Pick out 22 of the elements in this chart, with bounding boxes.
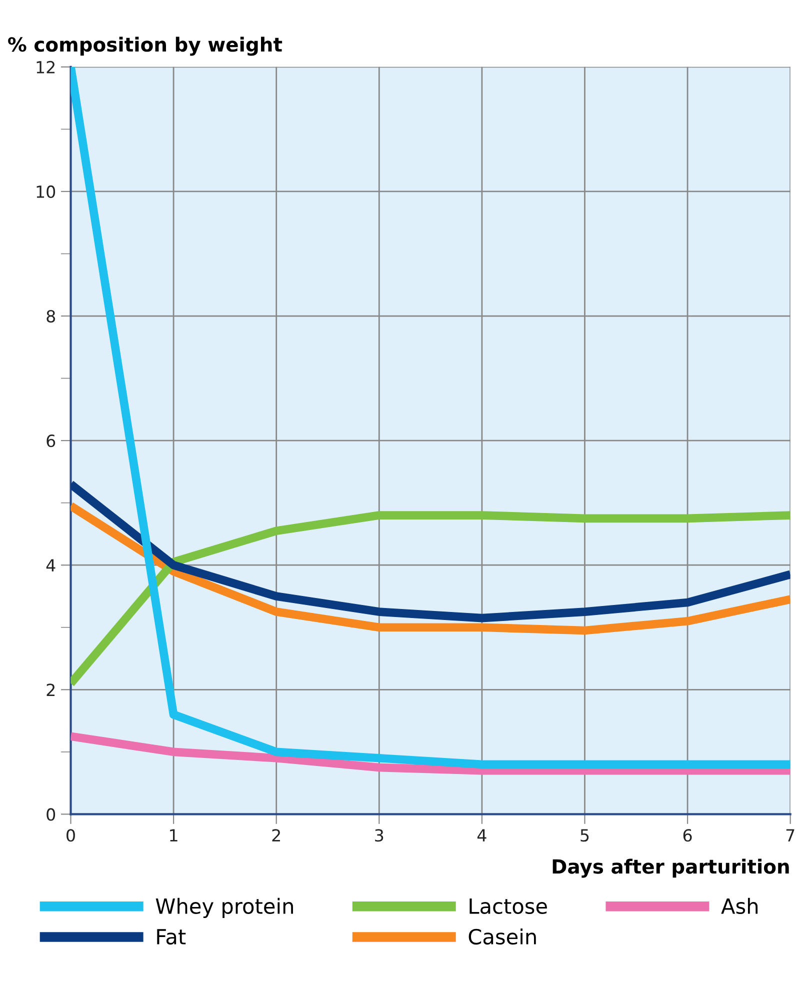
x-tick-label: 6 (683, 829, 692, 842)
y-tick-label: 4 (46, 559, 56, 572)
y-tick-label: 12 (36, 60, 54, 74)
y-tick-label: 8 (46, 310, 56, 323)
x-tick-label: 1 (170, 829, 178, 842)
y-tick-label: 2 (46, 684, 54, 696)
x-tick-label: 7 (786, 829, 794, 842)
x-tick-label: 5 (580, 829, 589, 842)
y-tick-label: 6 (46, 434, 56, 448)
x-axis-title: Days after parturition (552, 858, 789, 878)
x-tick-label: 0 (66, 829, 75, 842)
y-tick-label: 0 (46, 808, 56, 821)
legend-label: Lactose (470, 898, 547, 914)
x-tick-label: 4 (477, 829, 486, 842)
legend-label: Fat (157, 929, 186, 945)
legend-label: Whey protein (156, 898, 293, 918)
legend-label: Casein (468, 928, 536, 945)
y-axis-title: % composition by weight (8, 36, 282, 56)
x-tick-label: 2 (272, 829, 280, 842)
legend-label: Ash (721, 898, 758, 914)
x-tick-label: 3 (375, 829, 384, 842)
y-tick-label: 10 (36, 185, 56, 198)
